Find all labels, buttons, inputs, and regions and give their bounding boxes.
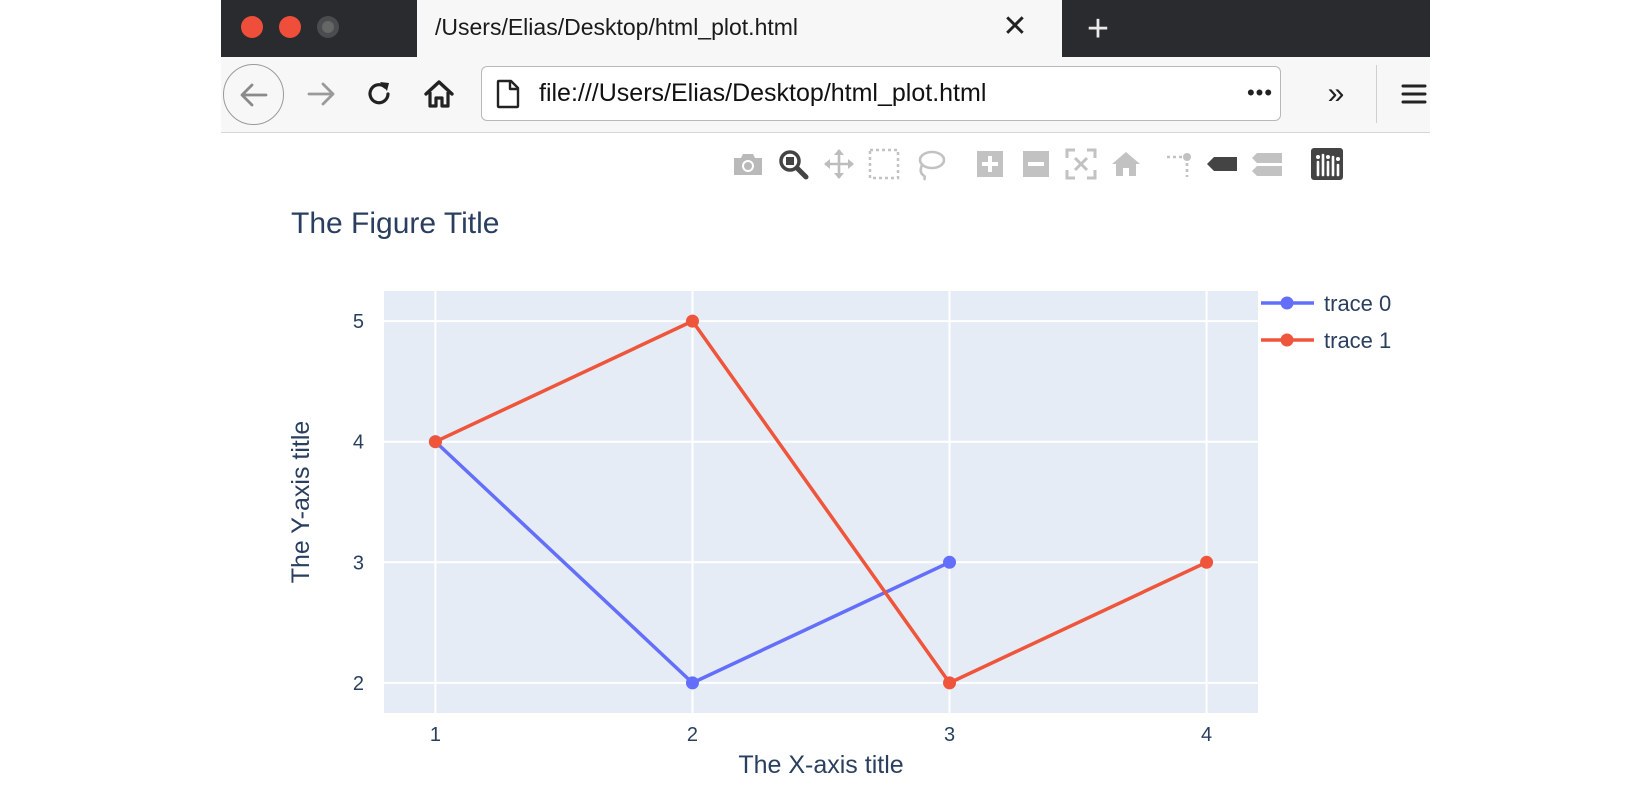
zoom-in-icon[interactable] bbox=[973, 147, 1007, 181]
address-bar[interactable]: file:///Users/Elias/Desktop/html_plot.ht… bbox=[481, 66, 1281, 121]
window-close-button[interactable] bbox=[241, 16, 263, 38]
y-axis-ticks: 2 3 4 5 bbox=[353, 311, 364, 695]
spike-lines-icon[interactable] bbox=[1163, 147, 1197, 181]
page-actions-button[interactable]: ••• bbox=[1246, 80, 1274, 105]
menu-button[interactable] bbox=[1389, 69, 1430, 119]
back-arrow-icon bbox=[240, 83, 267, 106]
back-button[interactable] bbox=[223, 64, 284, 125]
hamburger-menu-icon bbox=[1401, 84, 1427, 104]
legend-label: trace 1 bbox=[1324, 328, 1391, 353]
toolbar-divider bbox=[1376, 65, 1377, 123]
autoscale-icon[interactable] bbox=[1064, 147, 1098, 181]
plot-modebar bbox=[221, 133, 1430, 193]
hover-closest-icon[interactable] bbox=[1205, 147, 1239, 181]
tab-active[interactable]: /Users/Elias/Desktop/html_plot.html ✕ bbox=[417, 0, 1062, 57]
data-point[interactable] bbox=[685, 676, 699, 690]
x-tick-label: 1 bbox=[430, 724, 441, 746]
data-point[interactable] bbox=[1200, 555, 1214, 569]
y-tick-label: 4 bbox=[353, 432, 364, 454]
forward-button[interactable] bbox=[296, 69, 346, 119]
y-tick-label: 5 bbox=[353, 311, 364, 333]
overflow-menu-button[interactable]: » bbox=[1327, 77, 1345, 110]
data-point[interactable] bbox=[943, 676, 957, 690]
browser-window: /Users/Elias/Desktop/html_plot.html ✕ + bbox=[221, 0, 1430, 786]
series-line[interactable] bbox=[434, 319, 1208, 685]
url-text[interactable]: file:///Users/Elias/Desktop/html_plot.ht… bbox=[539, 79, 987, 107]
reset-axes-icon[interactable] bbox=[1109, 147, 1143, 181]
new-tab-button[interactable]: + bbox=[1086, 8, 1110, 50]
tab-strip: /Users/Elias/Desktop/html_plot.html ✕ + bbox=[221, 0, 1430, 57]
y-axis-title: The Y-axis title bbox=[287, 421, 315, 584]
lasso-select-icon[interactable] bbox=[913, 147, 947, 181]
zoom-out-icon[interactable] bbox=[1019, 147, 1053, 181]
y-tick-label: 2 bbox=[353, 673, 364, 695]
home-icon bbox=[424, 80, 454, 108]
trace-1[interactable] bbox=[428, 314, 1214, 690]
y-tick-label: 3 bbox=[353, 552, 364, 574]
data-point[interactable] bbox=[943, 555, 957, 569]
grid-lines bbox=[384, 291, 1258, 713]
x-tick-label: 4 bbox=[1201, 724, 1212, 746]
reload-button[interactable] bbox=[354, 69, 404, 119]
tab-close-icon[interactable]: ✕ bbox=[1002, 10, 1028, 43]
line-chart: The Figure Title 2 3 4 5 1 2 3 4 The X-axis ti… bbox=[287, 207, 1391, 779]
window-minimize-button[interactable] bbox=[279, 16, 301, 38]
data-point[interactable] bbox=[428, 435, 442, 449]
window-maximize-button[interactable] bbox=[317, 16, 339, 38]
legend-item[interactable]: trace 0 bbox=[1261, 291, 1391, 316]
page-icon bbox=[496, 79, 520, 109]
legend-item[interactable]: trace 1 bbox=[1261, 328, 1391, 353]
home-button[interactable] bbox=[414, 69, 464, 119]
legend-swatch-marker bbox=[1280, 296, 1294, 310]
tab-title: /Users/Elias/Desktop/html_plot.html bbox=[435, 14, 799, 40]
pan-icon[interactable] bbox=[822, 147, 856, 181]
box-select-icon[interactable] bbox=[867, 147, 901, 181]
reload-icon bbox=[368, 82, 390, 105]
data-point[interactable] bbox=[685, 314, 699, 328]
legend-label: trace 0 bbox=[1324, 291, 1391, 316]
plotly-logo-icon[interactable] bbox=[1310, 147, 1344, 181]
chart-title: The Figure Title bbox=[291, 207, 499, 240]
x-axis-ticks: 1 2 3 4 bbox=[430, 724, 1212, 746]
x-tick-label: 2 bbox=[687, 724, 698, 746]
hover-compare-icon[interactable] bbox=[1250, 147, 1284, 181]
forward-arrow-icon bbox=[307, 82, 335, 106]
legend: trace 0 trace 1 bbox=[1261, 291, 1391, 353]
navigation-toolbar: file:///Users/Elias/Desktop/html_plot.ht… bbox=[221, 57, 1430, 133]
x-axis-title: The X-axis title bbox=[738, 751, 903, 779]
x-tick-label: 3 bbox=[944, 724, 955, 746]
camera-icon[interactable] bbox=[731, 147, 765, 181]
plot-traces bbox=[428, 314, 1214, 690]
legend-swatch-marker bbox=[1280, 333, 1294, 347]
zoom-icon[interactable] bbox=[776, 147, 810, 181]
page-content: The Figure Title 2 3 4 5 1 2 3 4 The X-axis ti… bbox=[221, 133, 1430, 786]
